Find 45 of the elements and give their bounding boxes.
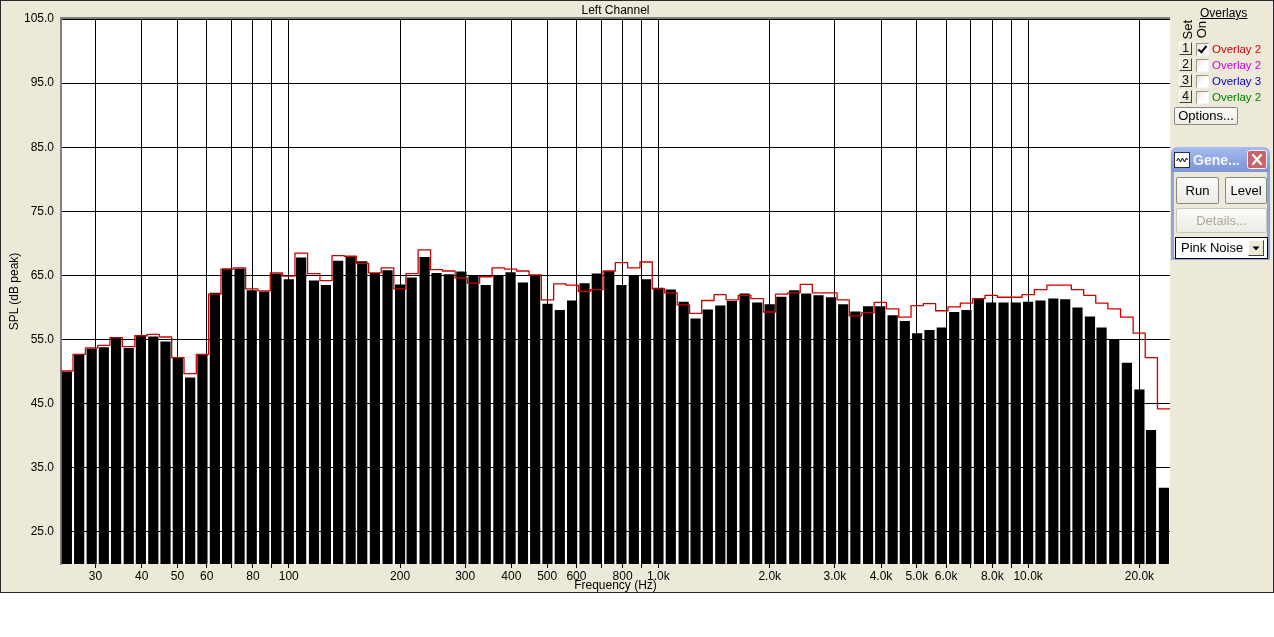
x-tick-label: 10.0k [1013, 568, 1044, 583]
legend-label: Overlay 2 [1212, 43, 1262, 56]
legend-label: Overlay 2 [1212, 59, 1262, 72]
y-axis-title: SPL (dB peak) [6, 252, 21, 331]
x-tick-label: 20.0k [1124, 568, 1156, 583]
text: Gene... [1193, 152, 1240, 168]
chart-title: Left Channel [581, 2, 650, 17]
x-tick-label: 400 [501, 568, 522, 583]
button: 4 [1179, 90, 1192, 103]
x-tick-label: 5.0k [905, 568, 930, 583]
button: Level [1225, 177, 1267, 204]
x-tick-label: 40 [135, 568, 149, 583]
y-tick-label: 85.0 [30, 139, 55, 154]
y-tick-label: 35.0 [30, 460, 55, 475]
x-tick-label: 3.0k [823, 568, 848, 583]
x-tick-label: 2.0k [758, 568, 783, 583]
button: 1 [1179, 42, 1192, 55]
legend-title: Overlays [1200, 6, 1248, 20]
button: 2 [1179, 58, 1192, 71]
text: On [1194, 21, 1209, 39]
button: Options... [1174, 107, 1238, 125]
x-tick-label: 60 [200, 568, 214, 583]
button: Details... [1176, 208, 1267, 233]
x-tick-label: 200 [390, 568, 411, 583]
x-tick-label: 80 [246, 568, 260, 583]
x-tick-label: 4.0k [869, 568, 894, 583]
y-tick-label: 45.0 [30, 396, 55, 411]
legend-label: Overlay 2 [1212, 91, 1262, 104]
x-tick-label: 6.0k [934, 568, 959, 583]
y-tick-label: 95.0 [30, 75, 55, 90]
legend-label: Overlay 3 [1212, 75, 1262, 88]
button: Run [1176, 177, 1219, 204]
y-tick-label: 55.0 [30, 331, 55, 346]
x-tick-label: 50 [170, 568, 185, 583]
x-tick-label: 100 [278, 568, 300, 583]
y-tick-label: 65.0 [30, 267, 55, 282]
x-tick-label: 8.0k [980, 568, 1005, 583]
button: 3 [1179, 74, 1192, 87]
x-tick-label: 30 [88, 568, 103, 583]
x-tick-label: 300 [455, 568, 476, 583]
y-tick-label: 25.0 [30, 524, 55, 539]
x-tick-label: 500 [537, 568, 558, 583]
y-tick-label: 75.0 [30, 203, 55, 218]
text: Set [1180, 20, 1195, 40]
y-tick-label: 105.0 [23, 11, 55, 26]
